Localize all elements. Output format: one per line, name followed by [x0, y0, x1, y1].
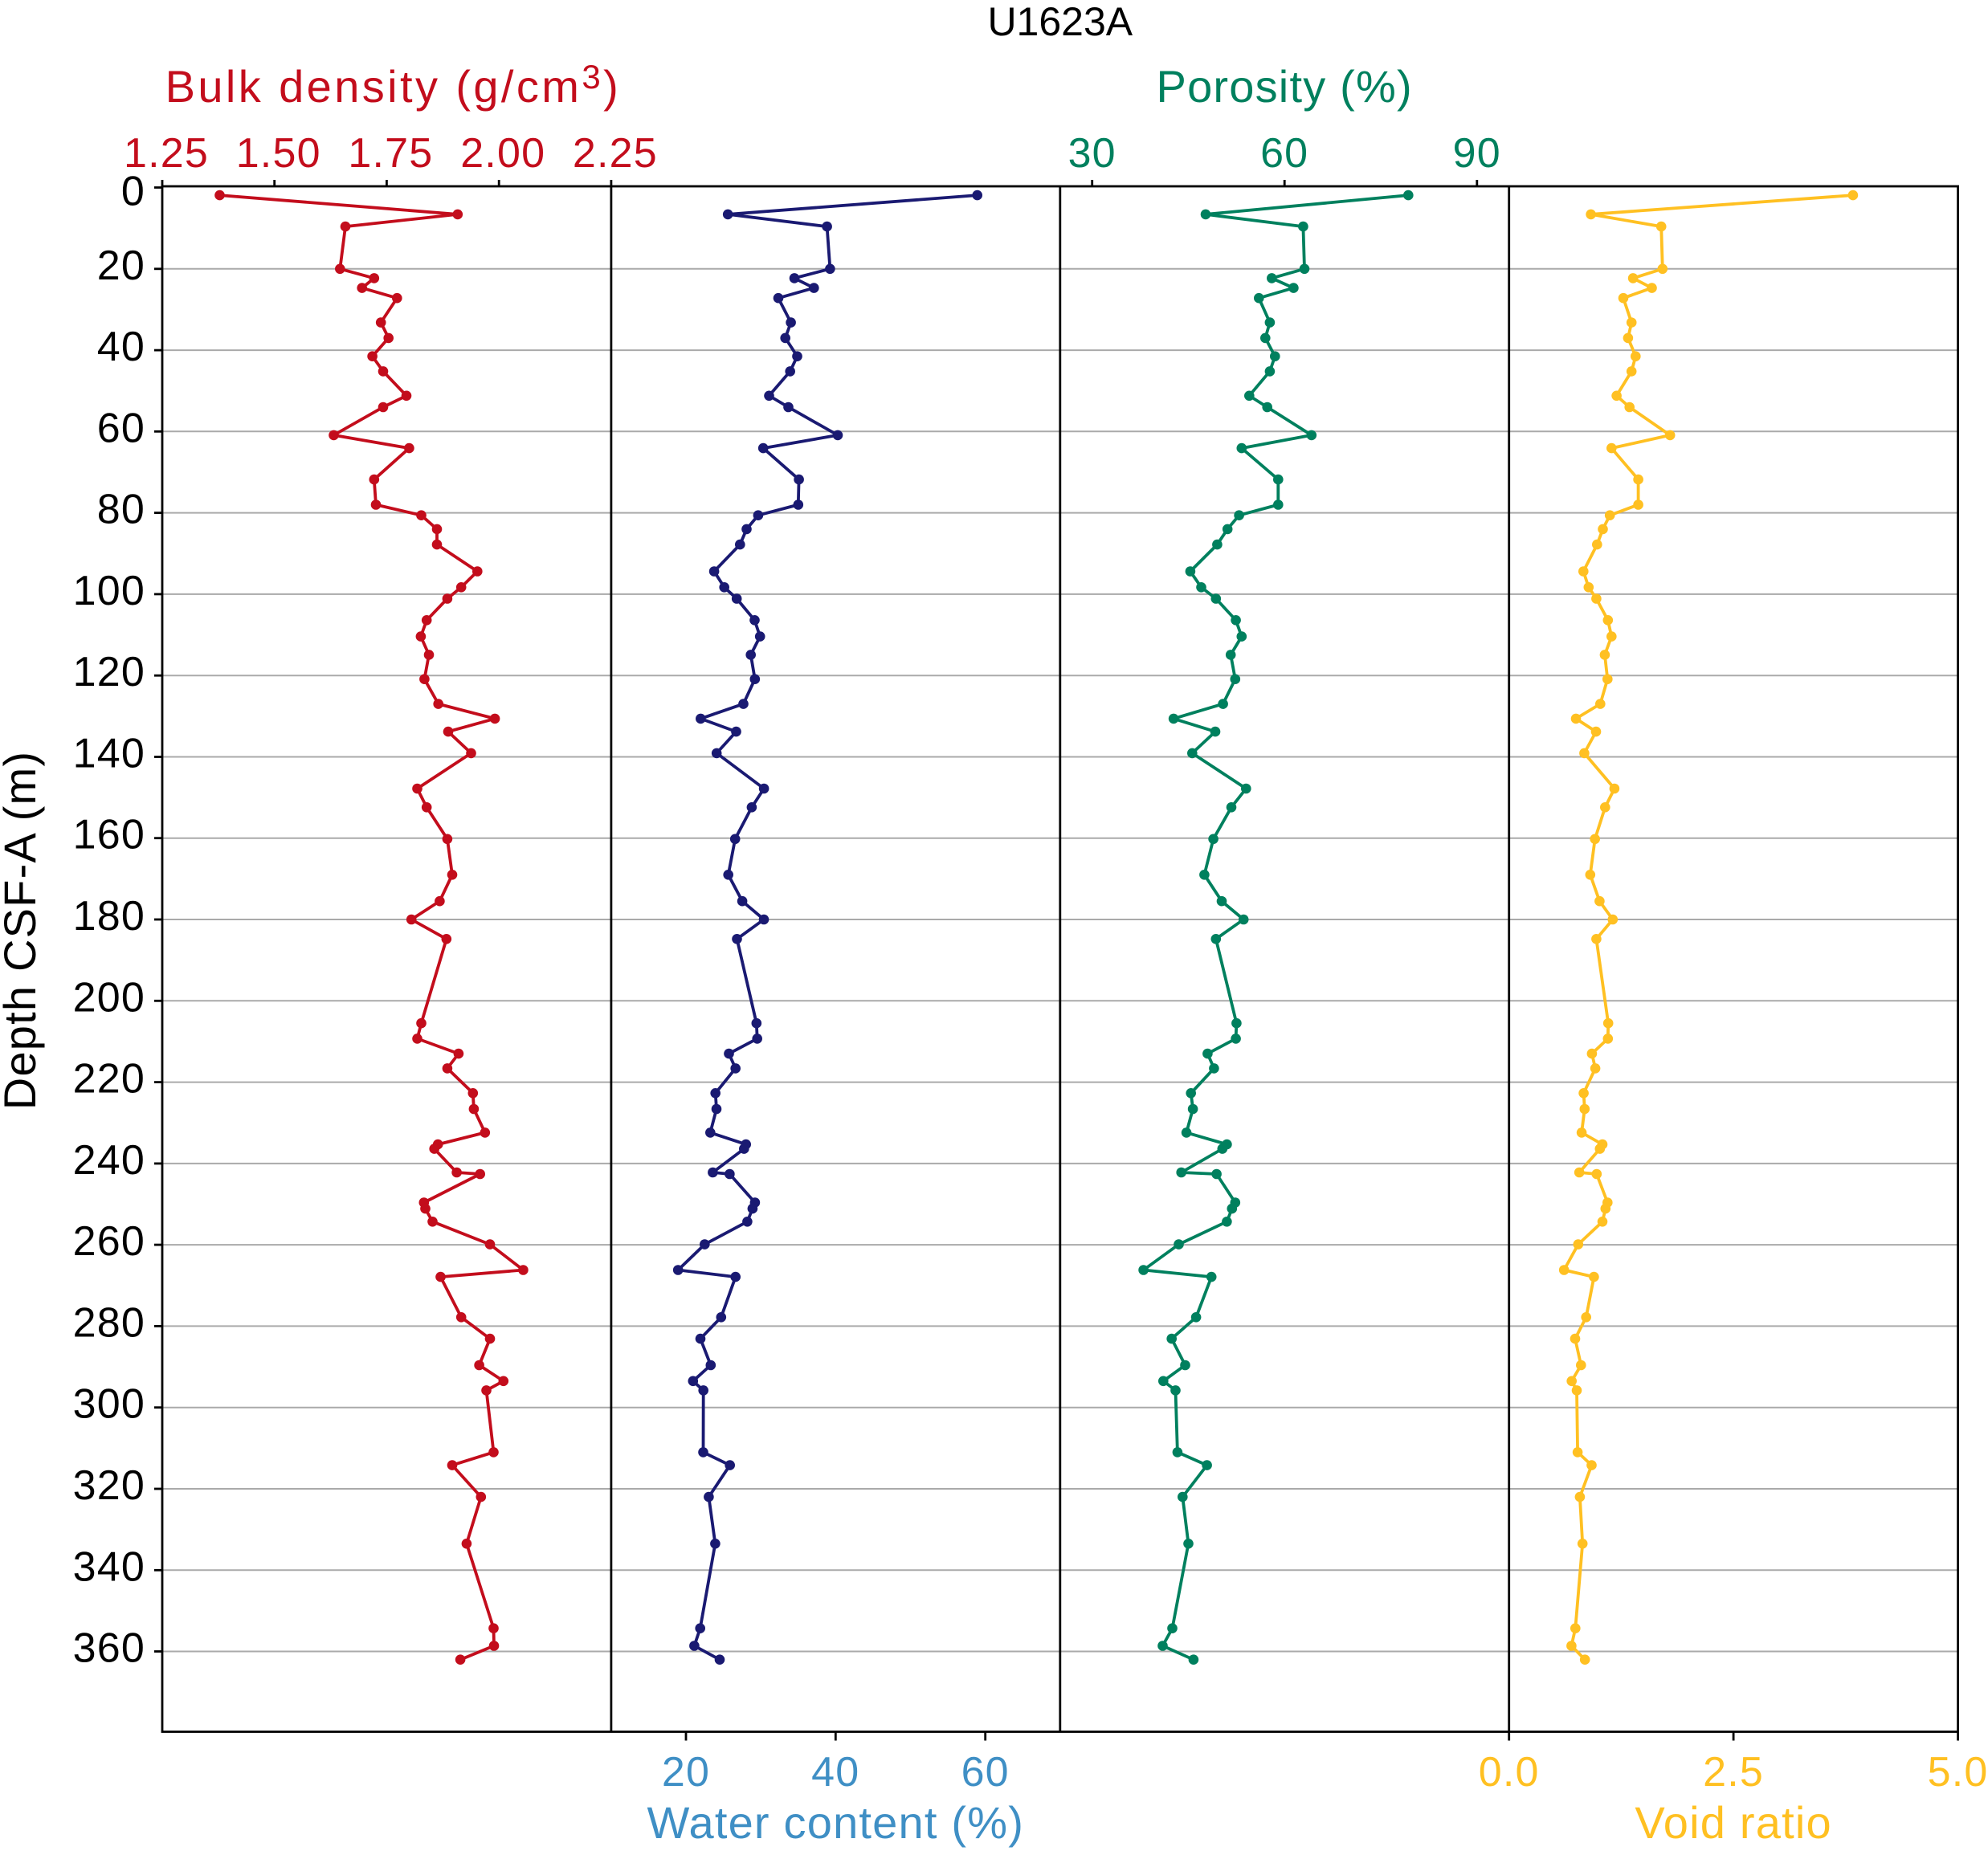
svg-text:120: 120 — [73, 649, 145, 695]
svg-text:20: 20 — [662, 1749, 710, 1796]
svg-text:2.00: 2.00 — [460, 130, 545, 177]
svg-text:300: 300 — [73, 1381, 145, 1428]
svg-text:U1623A: U1623A — [987, 0, 1133, 44]
svg-text:30: 30 — [1068, 130, 1116, 177]
svg-text:40: 40 — [97, 324, 145, 370]
svg-text:220: 220 — [73, 1056, 145, 1103]
svg-text:2.5: 2.5 — [1703, 1749, 1764, 1796]
svg-text:80: 80 — [97, 487, 145, 533]
svg-text:1.25: 1.25 — [124, 130, 209, 177]
svg-text:90: 90 — [1453, 130, 1501, 177]
svg-text:360: 360 — [73, 1625, 145, 1672]
svg-text:160: 160 — [73, 812, 145, 858]
svg-text:1.50: 1.50 — [236, 130, 321, 177]
svg-text:280: 280 — [73, 1299, 145, 1346]
svg-text:60: 60 — [1260, 130, 1308, 177]
svg-text:140: 140 — [73, 731, 145, 777]
svg-text:60: 60 — [961, 1749, 1010, 1796]
svg-text:260: 260 — [73, 1218, 145, 1265]
svg-text:60: 60 — [97, 405, 145, 451]
svg-text:100: 100 — [73, 568, 145, 614]
svg-text:1.75: 1.75 — [348, 130, 433, 177]
svg-text:0.0: 0.0 — [1479, 1749, 1540, 1796]
svg-text:Water content (%): Water content (%) — [647, 1797, 1025, 1848]
svg-text:200: 200 — [73, 974, 145, 1021]
svg-text:320: 320 — [73, 1462, 145, 1509]
svg-text:Bulk density (g/cm3): Bulk density (g/cm3) — [165, 58, 622, 112]
svg-text:180: 180 — [73, 893, 145, 940]
svg-text:Porosity (%): Porosity (%) — [1157, 61, 1413, 112]
svg-text:340: 340 — [73, 1543, 145, 1590]
svg-text:2.25: 2.25 — [573, 130, 658, 177]
svg-text:5.0: 5.0 — [1928, 1749, 1988, 1796]
svg-text:Void ratio: Void ratio — [1635, 1797, 1832, 1848]
svg-text:40: 40 — [811, 1749, 859, 1796]
svg-text:20: 20 — [97, 243, 145, 289]
svg-text:0: 0 — [121, 169, 145, 215]
svg-text:240: 240 — [73, 1137, 145, 1184]
svg-text:Depth CSF-A (m): Depth CSF-A (m) — [0, 751, 45, 1110]
